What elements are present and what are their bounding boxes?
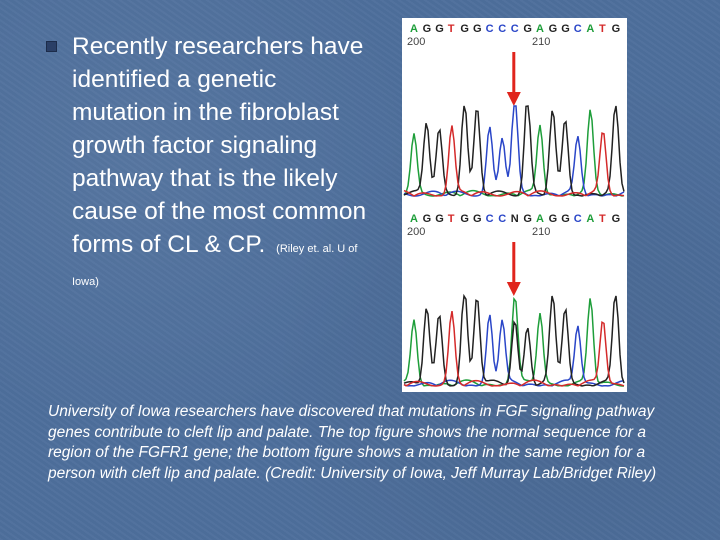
bottom-panel-base-letter: G xyxy=(523,213,532,225)
top-panel-base-letter: G xyxy=(523,23,532,35)
top-panel-base-letter: A xyxy=(536,23,544,35)
top-panel-base-letter: G xyxy=(549,23,558,35)
bottom-panel-trace-G xyxy=(403,293,625,387)
bottom-panel-base-letter: G xyxy=(435,213,444,225)
top-panel-base-letter: A xyxy=(410,23,418,35)
bottom-panel-base-letter: A xyxy=(410,213,418,225)
top-panel-base-letter: G xyxy=(423,23,432,35)
bottom-panel-base-letter: C xyxy=(574,213,582,225)
citation: (Riley et. al. U of Iowa) xyxy=(72,243,358,288)
bottom-panel-trace-T xyxy=(403,310,625,387)
bottom-panel-base-letter: G xyxy=(549,213,558,225)
bottom-panel-base-letter: C xyxy=(498,213,506,225)
top-panel-base-letter: G xyxy=(561,23,570,35)
bottom-panel-base-letter: T xyxy=(448,213,455,225)
bottom-panel-base-letter: G xyxy=(473,213,482,225)
top-panel-base-letter: G xyxy=(473,23,482,35)
bottom-panel-base-letter: A xyxy=(536,213,544,225)
figure-caption: University of Iowa researchers have disc… xyxy=(48,403,657,482)
bottom-panel-trace-C xyxy=(403,314,625,387)
top-panel-base-letter: T xyxy=(599,23,606,35)
dna-sequence-chromatogram-figure: A G G T G G C C C G A G G C A T G 200 210 A G G T G G C C N G A G G C A T G… xyxy=(402,18,627,392)
bottom-panel-base-letter: G xyxy=(561,213,570,225)
bottom-panel-base-letter: G xyxy=(612,213,621,225)
top-panel-trace-T xyxy=(403,125,625,197)
bottom-panel-position-label: 200 xyxy=(407,226,425,238)
top-panel-base-letter: C xyxy=(498,23,506,35)
top-panel-base-letter: G xyxy=(460,23,469,35)
top-panel-trace-A xyxy=(403,109,625,197)
bottom-panel-base-letter: G xyxy=(460,213,469,225)
main-text: Recently researchers have identified a g… xyxy=(72,33,367,258)
bottom-panel-trace-A xyxy=(403,296,624,387)
bullet-marker xyxy=(46,41,57,52)
bottom-panel-position-label: 210 xyxy=(532,226,550,238)
main-text-block: Recently researchers have identified a g… xyxy=(72,30,372,294)
top-panel-position-label: 210 xyxy=(532,36,550,48)
top-panel-base-letter: C xyxy=(486,23,494,35)
bottom-panel-base-letter: A xyxy=(586,213,594,225)
top-panel-base-letter: C xyxy=(511,23,519,35)
top-panel-base-letter: T xyxy=(448,23,455,35)
bottom-panel-base-letter: T xyxy=(599,213,606,225)
top-panel-trace-G xyxy=(403,105,625,197)
top-panel-base-letter: G xyxy=(435,23,444,35)
bottom-panel-base-letter: N xyxy=(511,213,519,225)
top-panel-base-letter: A xyxy=(586,23,594,35)
bottom-panel-arrow-head xyxy=(506,282,521,296)
top-panel-arrow-head xyxy=(506,92,521,106)
bottom-panel-base-letter: G xyxy=(423,213,432,225)
top-panel-base-letter: G xyxy=(612,23,621,35)
top-panel-base-letter: C xyxy=(574,23,582,35)
top-panel-position-label: 200 xyxy=(407,36,425,48)
bottom-panel-base-letter: C xyxy=(486,213,494,225)
